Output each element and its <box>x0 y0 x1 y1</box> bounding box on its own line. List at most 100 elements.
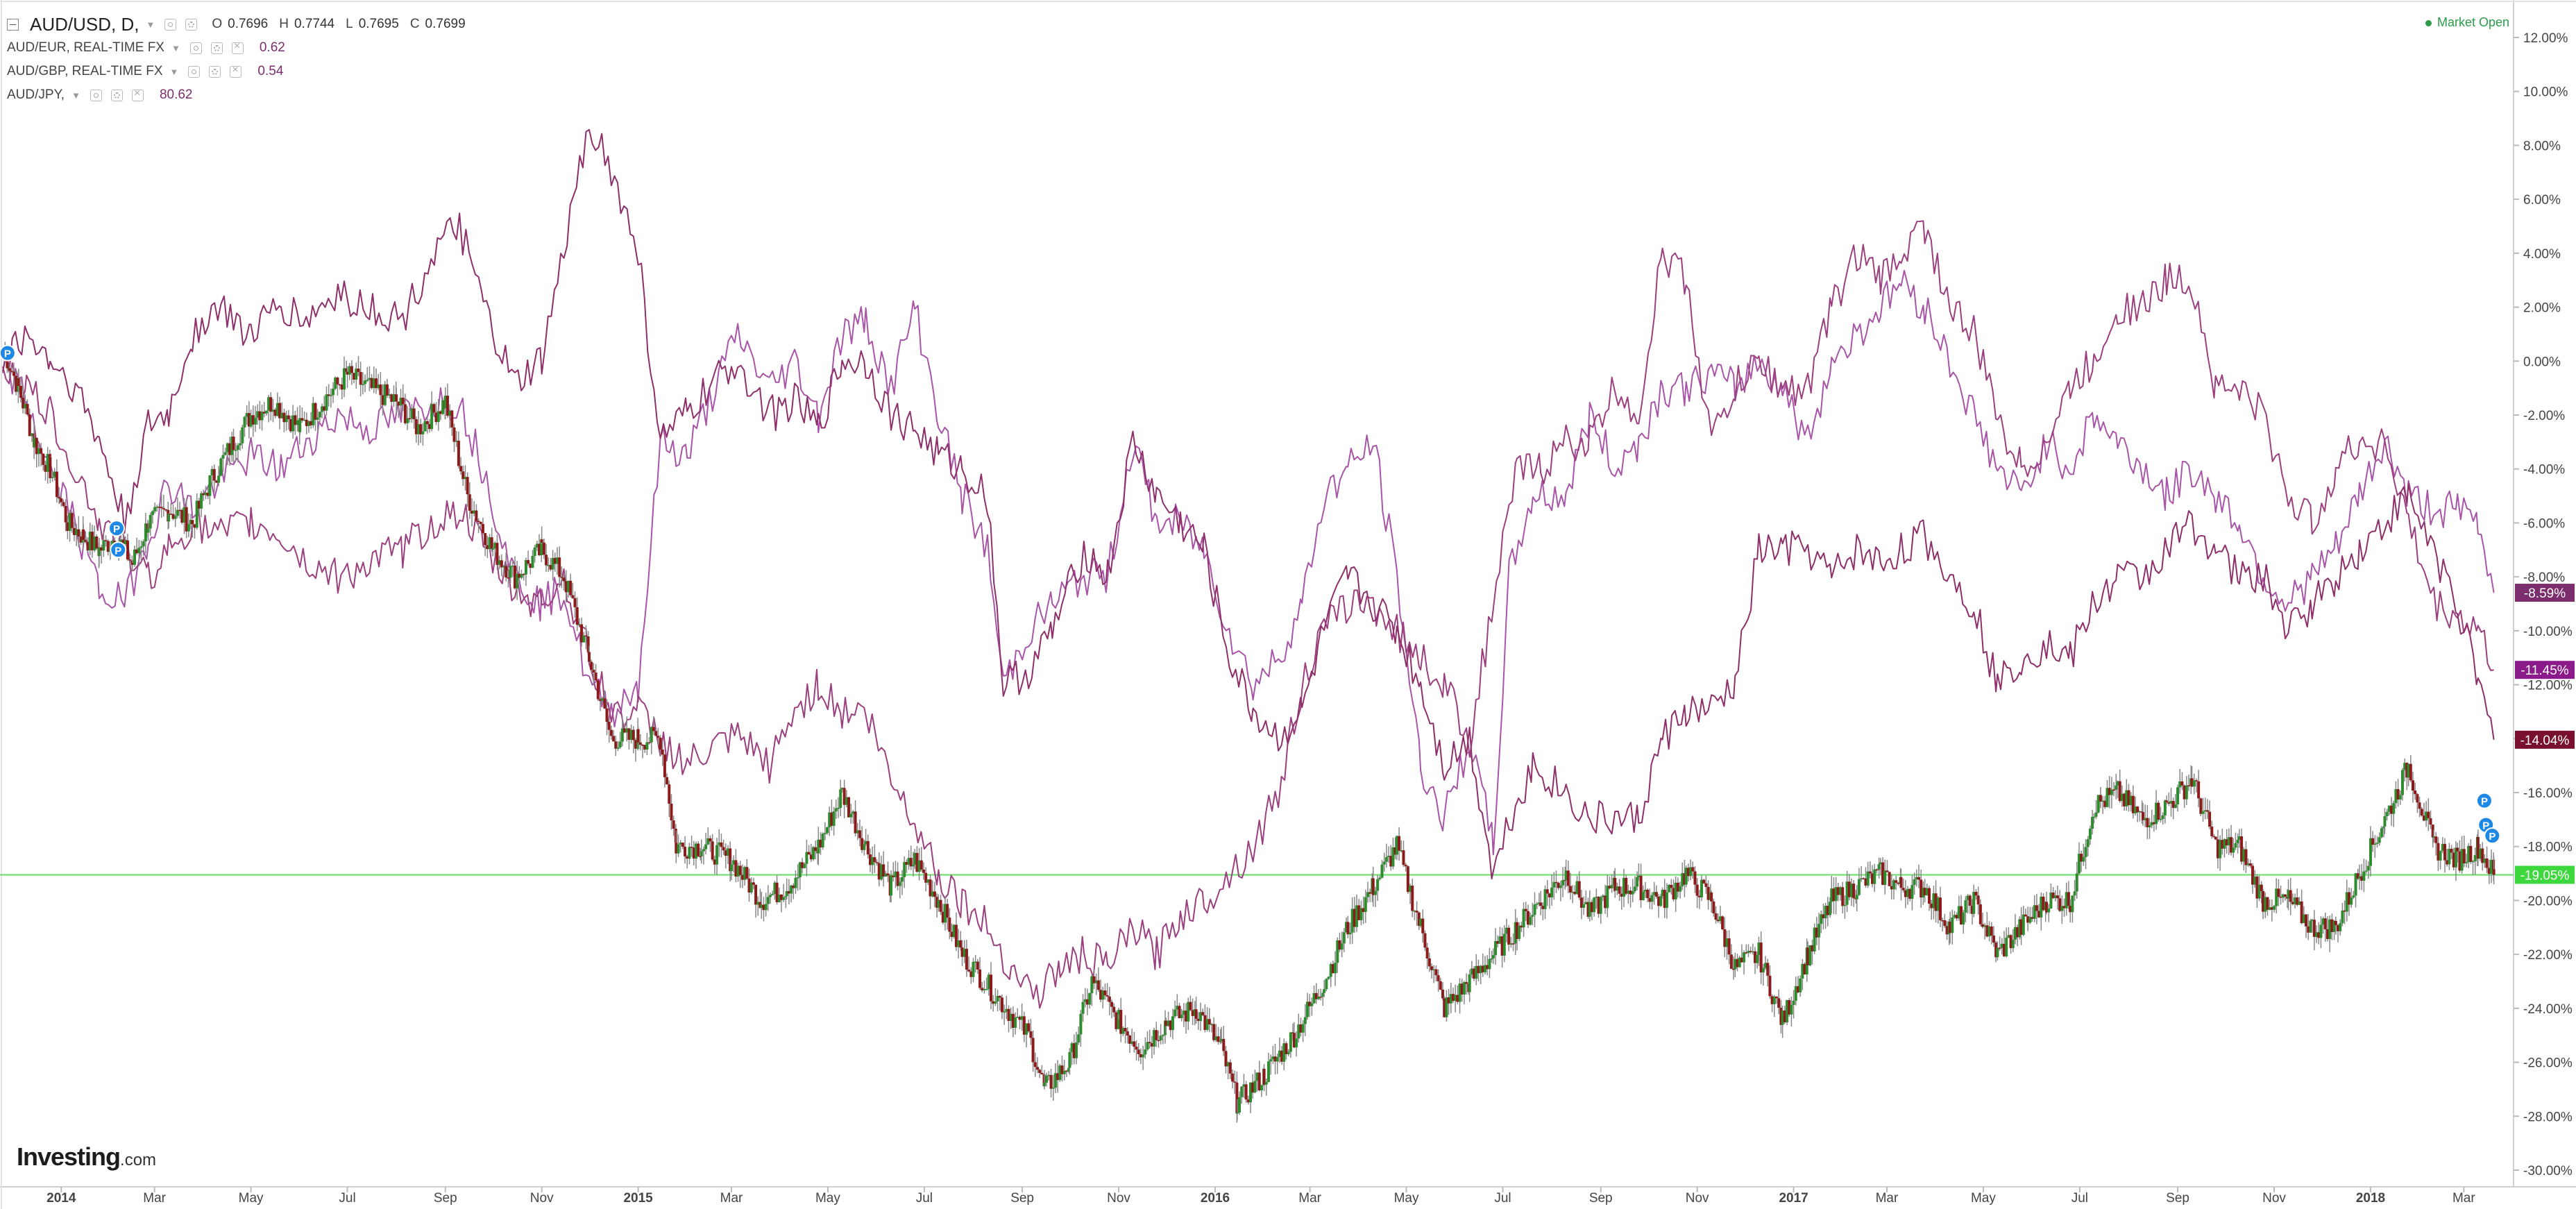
candle-body <box>2148 825 2151 828</box>
chevron-down-icon[interactable]: ▼ <box>171 42 180 53</box>
close-icon[interactable] <box>231 40 244 54</box>
candle-body <box>53 471 56 477</box>
candle-body <box>782 897 786 900</box>
legend-overlay-symbol[interactable]: AUD/JPY, <box>7 87 65 102</box>
gear-icon[interactable] <box>209 65 221 78</box>
event-marker-label: P <box>2489 831 2496 843</box>
eye-icon[interactable] <box>90 89 102 101</box>
legend-main-row[interactable]: AUD/USD, D, ▼ O 0.7696 H 0.7744 L 0.7695… <box>7 12 466 36</box>
candle-body <box>359 371 362 385</box>
candle-body <box>2016 927 2019 938</box>
candle-body <box>1212 1024 1216 1040</box>
legend-overlay-symbol[interactable]: AUD/EUR, REAL-TIME FX <box>7 40 164 55</box>
chevron-down-icon[interactable]: ▼ <box>71 90 80 101</box>
candle-body <box>2407 763 2410 778</box>
candle-body <box>571 595 575 598</box>
y-axis[interactable]: 12.00% 10.00% 8.00% 6.00% 4.00% 2.00% 0.00% -2.… <box>2514 31 2573 1178</box>
candle-body <box>875 862 879 863</box>
candle-body <box>1443 998 1446 1017</box>
candle-body <box>1222 1038 1226 1051</box>
candle-body <box>1437 975 1440 981</box>
candle-body <box>1520 925 1523 928</box>
candle-body <box>2031 917 2034 919</box>
candle-body <box>12 371 15 376</box>
candle-body <box>1282 1043 1286 1062</box>
candle-body <box>1169 1020 1172 1031</box>
gear-icon[interactable] <box>185 18 198 31</box>
x-tick-label: 2015 <box>623 1191 653 1206</box>
candle-body <box>2232 847 2235 853</box>
candle-body <box>1178 1006 1181 1019</box>
event-marker-label: P <box>2481 796 2488 808</box>
eye-icon[interactable] <box>188 65 201 78</box>
event-marker-icon[interactable] <box>2484 827 2501 845</box>
candle-body <box>1033 1062 1037 1067</box>
legend-overlay-row[interactable]: AUD/EUR, REAL-TIME FX ▼ 0.62 <box>7 36 466 60</box>
gear-icon[interactable] <box>210 42 223 54</box>
y-tick-label: -10.00% <box>2523 625 2573 639</box>
candle-body <box>607 722 611 730</box>
candle-body <box>1836 887 1840 895</box>
candle-body <box>173 516 177 519</box>
legend-overlay-symbol[interactable]: AUD/GBP, REAL-TIME FX <box>7 64 163 78</box>
close-icon[interactable] <box>131 87 144 101</box>
brand-logo[interactable]: Investing.com <box>17 1142 156 1172</box>
chevron-down-icon[interactable]: ▼ <box>169 66 179 77</box>
close-icon[interactable] <box>230 64 242 78</box>
collapse-icon[interactable] <box>7 18 19 31</box>
candle-body <box>1009 1013 1012 1021</box>
candle-body <box>1058 1065 1062 1081</box>
candle-body <box>441 400 445 414</box>
candle-body <box>1811 945 1814 952</box>
event-marker-icon[interactable] <box>2475 792 2493 809</box>
candle-body <box>2094 812 2098 817</box>
x-axis[interactable]: 2014 Mar May Jul Sep Nov 2015 Mar May Jul Sep Nov 20… <box>46 1187 2475 1206</box>
candle-body <box>1297 1024 1300 1039</box>
legend-overlay-value: 0.54 <box>257 64 284 78</box>
candle-body <box>256 411 260 418</box>
candle-body <box>926 879 930 883</box>
candle-body <box>538 543 541 556</box>
candle-body <box>686 856 689 859</box>
candle-body <box>37 448 40 455</box>
event-marker-icon[interactable] <box>0 344 16 362</box>
chevron-down-icon[interactable]: ▼ <box>146 19 155 30</box>
gear-icon[interactable] <box>110 89 123 101</box>
candle-body <box>1586 902 1590 917</box>
candle-body <box>2414 790 2417 795</box>
candle-body <box>1849 884 1853 897</box>
eye-icon[interactable] <box>164 18 177 31</box>
candle-body <box>1346 922 1350 935</box>
candle-body <box>769 895 772 897</box>
candle-body <box>197 500 201 509</box>
candle-body <box>1686 868 1690 877</box>
legend-main-symbol[interactable]: AUD/USD, D, <box>30 13 139 35</box>
candle-body <box>1573 891 1577 895</box>
event-marker-icon[interactable] <box>108 520 125 537</box>
candle-body <box>1150 1043 1153 1047</box>
candle-body <box>1475 965 1478 979</box>
candle-body <box>983 989 986 990</box>
candle-body <box>169 514 173 515</box>
legend-overlay-row[interactable]: AUD/JPY, ▼ 80.62 <box>7 83 466 107</box>
candle-body <box>1860 878 1863 879</box>
candle-body <box>162 508 165 509</box>
legend-overlay-row[interactable]: AUD/GBP, REAL-TIME FX ▼ 0.54 <box>7 60 466 83</box>
candle-body <box>941 911 944 923</box>
candle-body <box>1417 912 1421 927</box>
candle-body <box>1465 982 1468 984</box>
candle-body <box>1291 1032 1295 1033</box>
candle-body <box>531 556 534 568</box>
candle-body <box>898 881 901 886</box>
candle-body <box>740 874 744 880</box>
event-marker-icon[interactable] <box>110 541 127 559</box>
candle-body <box>345 368 348 372</box>
candle-body <box>2312 920 2316 937</box>
candle-body <box>388 394 391 396</box>
candle-body <box>1953 915 1956 918</box>
candle-body <box>408 418 412 420</box>
candle-body <box>2350 897 2353 905</box>
candle-body <box>1945 926 1949 935</box>
eye-icon[interactable] <box>189 42 202 54</box>
